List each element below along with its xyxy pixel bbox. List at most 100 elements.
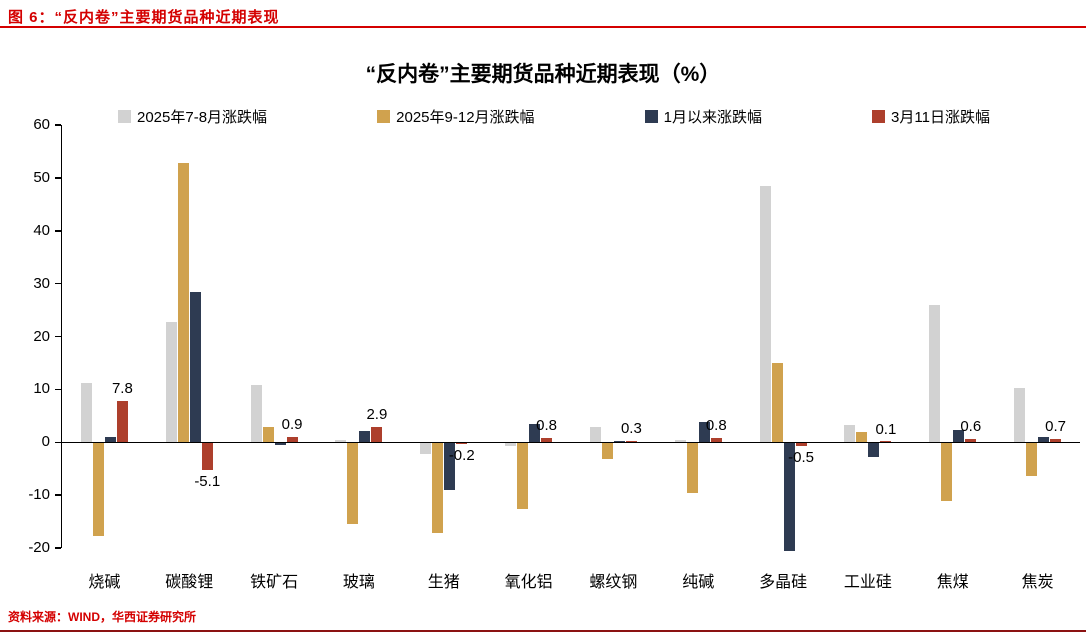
bar-value-label: 0.7 [1045,417,1066,435]
x-category-label: 多晶硅 [759,574,808,591]
chart-legend: 2025年7-8月涨跌幅 2025年9-12月涨跌幅 1月以来涨跌幅 3月11日涨跌幅 [118,106,990,126]
x-category-label: 氧化铝 [504,574,553,591]
bar-value-label: -5.1 [194,473,221,491]
bar-s3-c6 [625,440,637,443]
x-axis-line [62,441,1080,443]
x-category-label: 碳酸锂 [165,574,214,591]
figure-caption: 图 6：“反内卷”主要期货品种近期表现 [8,9,280,26]
bar-s2-c6 [613,441,625,443]
bar-s1-c4 [432,443,444,533]
bar-s0-c10 [929,304,941,443]
bar-s1-c5 [517,443,529,510]
bar-s0-c8 [759,186,771,443]
bar-value-label: -0.5 [788,448,814,466]
y-tick-mark [55,388,61,391]
bar-value-label: 7.8 [111,380,133,397]
bar-s1-c2 [262,427,274,443]
bar-value-label: 0.8 [705,417,727,435]
bar-s3-c4 [456,443,468,445]
bar-s1-c0 [92,443,104,537]
bar-s1-c11 [1026,443,1038,477]
legend-label: 3月11日涨跌幅 [891,108,990,126]
bar-s2-c5 [529,423,541,443]
bar-s3-c10 [965,439,977,443]
bar-value-label: 2.9 [366,405,388,423]
bar-s2-c10 [953,429,965,443]
x-category-label: 焦煤 [936,574,969,591]
legend-item-1: 2025年9-12月涨跌幅 [377,106,535,127]
bar-value-label: 0.8 [536,417,557,435]
y-tick-label: 40 [33,221,50,239]
bar-s1-c6 [601,443,613,460]
bar-s2-c1 [189,291,201,443]
bar-s3-c3 [371,426,383,443]
bar-s1-c1 [177,162,189,443]
legend-swatch-icon [377,109,391,123]
bar-s1-c7 [686,443,698,494]
y-tick-label: 60 [33,116,50,133]
bar-s0-c9 [844,425,856,443]
y-tick-label: -10 [28,486,50,504]
bar-s0-c4 [420,443,432,454]
y-tick-label: 20 [33,327,50,345]
y-tick-mark [55,494,61,496]
top-rule [0,26,1086,28]
bar-s2-c11 [1038,436,1050,443]
bar-value-label: 0.1 [875,420,897,438]
legend-label: 2025年7-8月涨跌幅 [137,108,268,126]
y-tick-mark [55,282,61,285]
y-tick-label: 10 [33,380,50,398]
legend-item-2: 1月以来涨跌幅 [644,106,762,127]
bar-s3-c1 [201,443,213,471]
bar-s1-c8 [771,362,783,443]
bar-s0-c2 [250,385,262,443]
legend-label: 1月以来涨跌幅 [663,108,762,126]
bar-s2-c4 [444,443,456,490]
bar-s0-c5 [505,443,517,446]
bar-value-label: -0.2 [448,447,475,465]
legend-swatch-icon [118,109,131,123]
chart-title: “反内卷”主要期货品种近期表现（%） [365,63,721,86]
source-note: 资料来源：WIND，华西证券研究所 [8,610,196,624]
legend-label: 2025年9-12月涨跌幅 [396,108,535,126]
bar-s0-c11 [1014,388,1026,443]
bar-s3-c9 [880,441,892,443]
y-tick-mark [55,335,61,338]
y-tick-label: 30 [33,274,50,292]
y-tick-mark [55,441,61,443]
bar-value-label: 0.3 [620,419,642,437]
x-category-label: 工业硅 [843,574,892,591]
x-category-label: 生猪 [427,574,460,591]
bar-s2-c3 [359,430,371,443]
bar-s0-c3 [335,440,347,443]
bar-s3-c2 [286,437,298,443]
bar-s0-c1 [165,321,177,443]
bar-s0-c0 [80,382,92,443]
bar-s2-c8 [783,443,795,551]
bar-s3-c11 [1050,438,1062,443]
bar-s3-c7 [710,438,722,443]
y-tick-mark [55,547,61,549]
bar-s2-c0 [104,436,116,443]
x-category-label: 玻璃 [342,574,375,591]
bar-s3-c8 [795,443,807,446]
bar-s2-c2 [274,443,286,446]
y-tick-mark [55,124,61,126]
x-category-label: 烧碱 [88,574,121,591]
bar-value-label: 0.6 [960,418,982,436]
bar-s3-c5 [541,438,553,443]
y-tick-label: -20 [28,539,50,556]
y-tick-mark [55,230,61,232]
y-axis-line [60,125,62,548]
x-category-label: 纯碱 [682,574,715,591]
legend-swatch-icon [872,109,886,123]
bar-s3-c0 [116,401,128,443]
legend-swatch-icon [644,109,658,123]
bottom-rule [0,630,1086,632]
y-tick-mark [55,177,61,179]
legend-item-3: 3月11日涨跌幅 [872,106,990,127]
y-tick-label: 0 [41,433,50,451]
bar-s1-c3 [347,443,359,524]
bar-s0-c7 [674,440,686,443]
